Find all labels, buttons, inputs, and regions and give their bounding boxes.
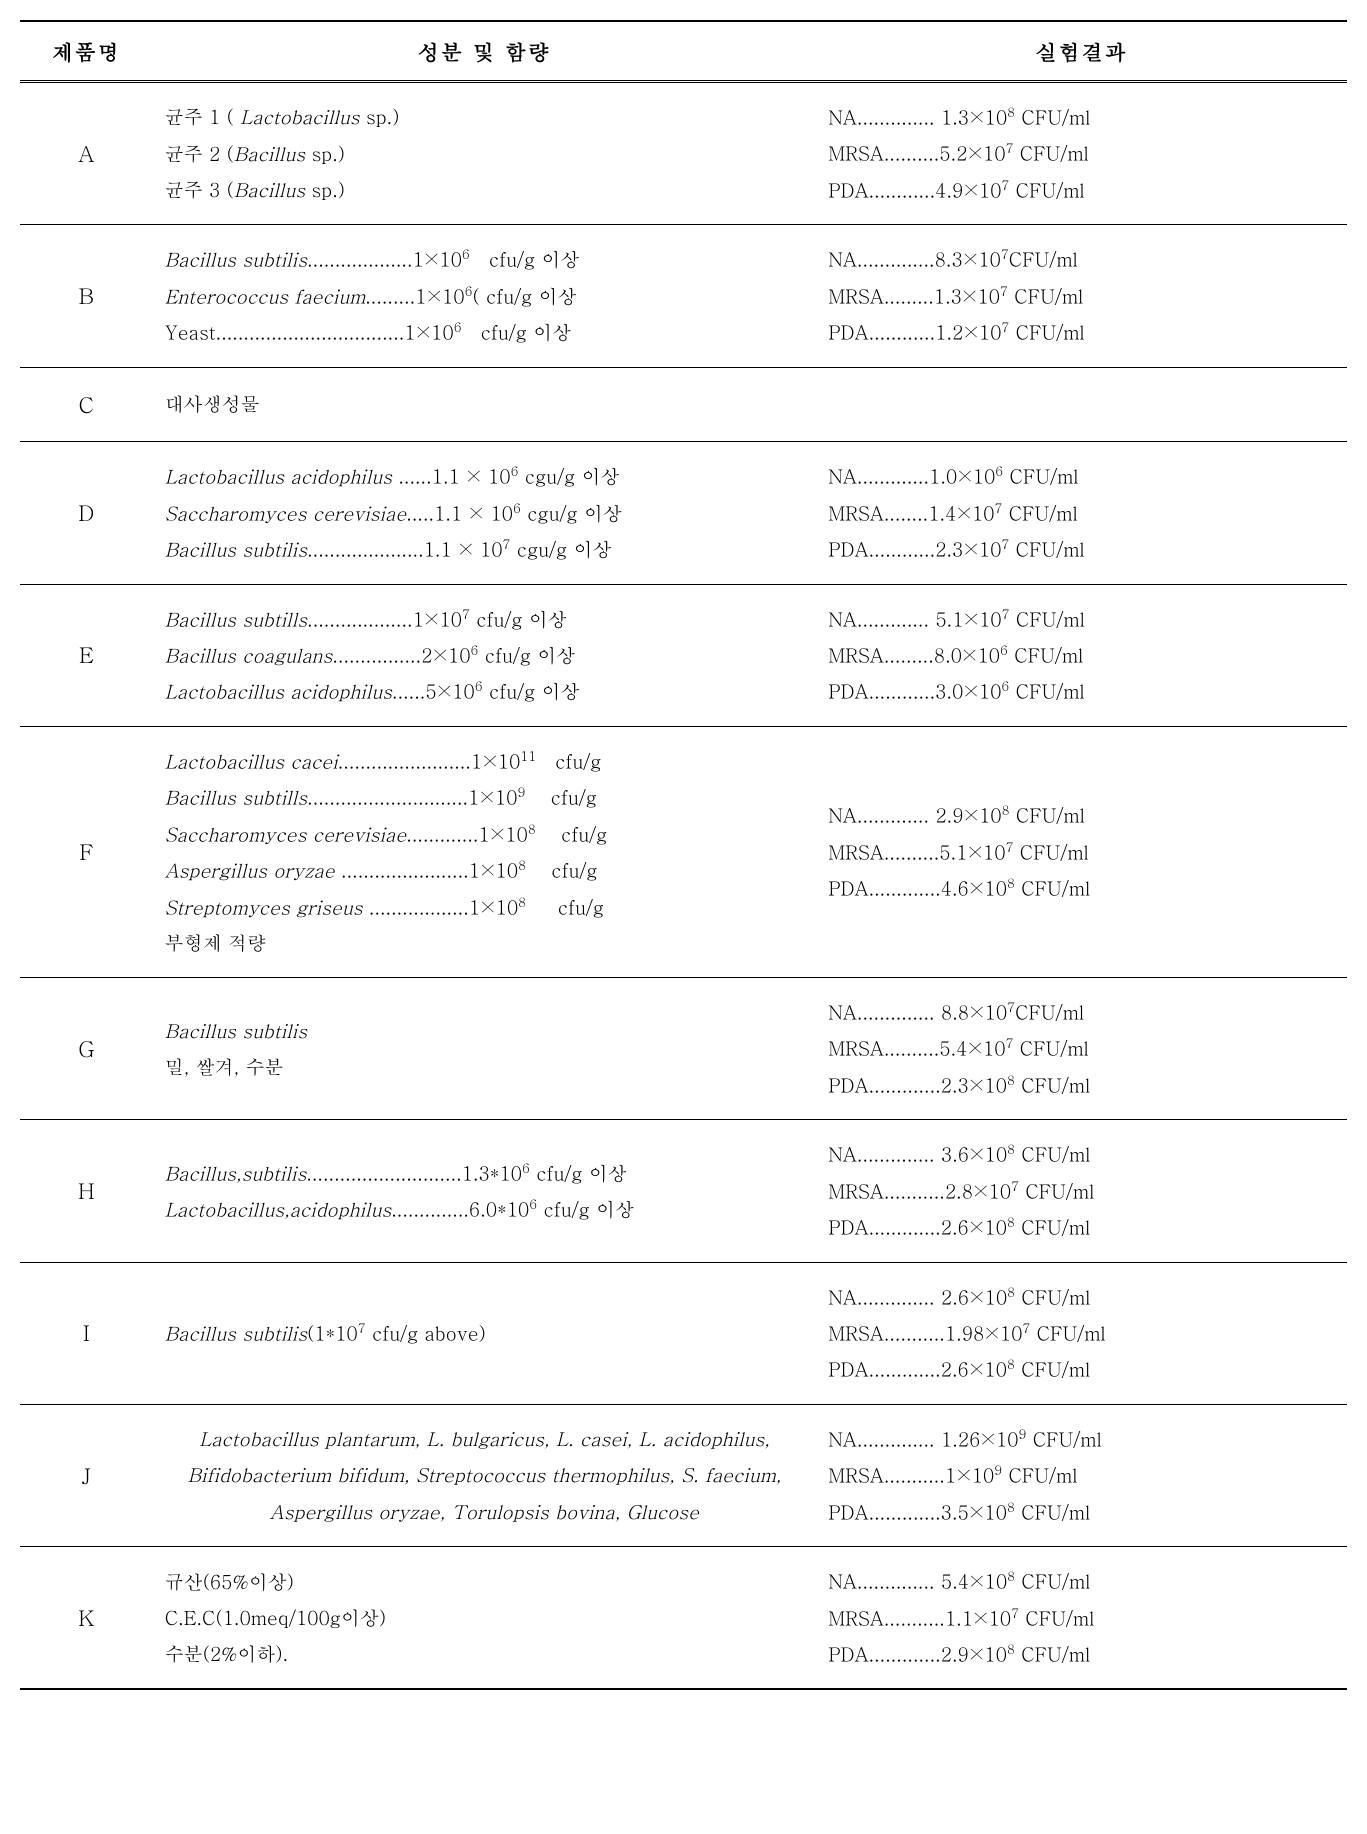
ingredients-cell: 규산(65%이상)C.E.C(1.0meq/100g이상)수분(2%이하).	[153, 1547, 817, 1690]
results-cell: NA............. 5.1×107 CFU/mlMRSA......…	[816, 584, 1347, 726]
product-name-cell: I	[20, 1262, 153, 1404]
results-cell	[816, 367, 1347, 442]
composition-results-table: 제품명 성분 및 함량 실험결과 A 균주 1 ( Lactobacillus …	[20, 20, 1347, 1690]
results-cell: NA............. 2.9×108 CFU/mlMRSA......…	[816, 726, 1347, 977]
ingredients-cell: Bacillus subtilis(1*107 cfu/g above)	[153, 1262, 817, 1404]
product-name-cell: F	[20, 726, 153, 977]
product-name-cell: H	[20, 1120, 153, 1262]
product-name-cell: D	[20, 442, 153, 584]
table-row: B Bacillus subtilis...................1×…	[20, 225, 1347, 367]
table-row: A 균주 1 ( Lactobacillus sp.)균주 2 (Bacillu…	[20, 82, 1347, 225]
table-row: J Lactobacillus plantarum, L. bulgaricus…	[20, 1404, 1347, 1546]
ingredients-cell: Bacillus subtills...................1×10…	[153, 584, 817, 726]
header-ingredients: 성분 및 함량	[153, 21, 817, 82]
ingredients-cell: 균주 1 ( Lactobacillus sp.)균주 2 (Bacillus …	[153, 82, 817, 225]
ingredients-cell: 대사생성물	[153, 367, 817, 442]
product-name-cell: G	[20, 978, 153, 1120]
results-cell: NA..............8.3×107CFU/mlMRSA.......…	[816, 225, 1347, 367]
product-name-cell: K	[20, 1547, 153, 1690]
ingredients-cell: Lactobacillus plantarum, L. bulgaricus, …	[153, 1404, 817, 1546]
results-cell: NA.............. 8.8×107CFU/mlMRSA......…	[816, 978, 1347, 1120]
table-header-row: 제품명 성분 및 함량 실험결과	[20, 21, 1347, 82]
product-name-cell: J	[20, 1404, 153, 1546]
table-row: I Bacillus subtilis(1*107 cfu/g above) N…	[20, 1262, 1347, 1404]
ingredients-cell: Bacillus subtilis...................1×10…	[153, 225, 817, 367]
product-name-cell: B	[20, 225, 153, 367]
table-row: C 대사생성물	[20, 367, 1347, 442]
header-product-name: 제품명	[20, 21, 153, 82]
ingredients-cell: Lactobacillus cacei.....................…	[153, 726, 817, 977]
table-row: K 규산(65%이상)C.E.C(1.0meq/100g이상)수분(2%이하).…	[20, 1547, 1347, 1690]
header-results: 실험결과	[816, 21, 1347, 82]
results-cell: NA.............. 2.6×108 CFU/mlMRSA.....…	[816, 1262, 1347, 1404]
results-cell: NA.............. 1.26×109 CFU/mlMRSA....…	[816, 1404, 1347, 1546]
results-cell: NA.............. 3.6×108 CFU/mlMRSA.....…	[816, 1120, 1347, 1262]
table-row: H Bacillus,subtilis.....................…	[20, 1120, 1347, 1262]
table-row: D Lactobacillus acidophilus ......1.1 × …	[20, 442, 1347, 584]
results-cell: NA.............1.0×106 CFU/mlMRSA.......…	[816, 442, 1347, 584]
table-row: G Bacillus subtilis밀, 쌀겨, 수분 NA.........…	[20, 978, 1347, 1120]
table-row: F Lactobacillus cacei...................…	[20, 726, 1347, 977]
ingredients-cell: Lactobacillus acidophilus ......1.1 × 10…	[153, 442, 817, 584]
ingredients-cell: Bacillus subtilis밀, 쌀겨, 수분	[153, 978, 817, 1120]
product-name-cell: C	[20, 367, 153, 442]
results-cell: NA.............. 5.4×108 CFU/mlMRSA.....…	[816, 1547, 1347, 1690]
product-name-cell: A	[20, 82, 153, 225]
results-cell: NA.............. 1.3×108 CFU/mlMRSA.....…	[816, 82, 1347, 225]
ingredients-cell: Bacillus,subtilis.......................…	[153, 1120, 817, 1262]
table-row: E Bacillus subtills...................1×…	[20, 584, 1347, 726]
product-name-cell: E	[20, 584, 153, 726]
